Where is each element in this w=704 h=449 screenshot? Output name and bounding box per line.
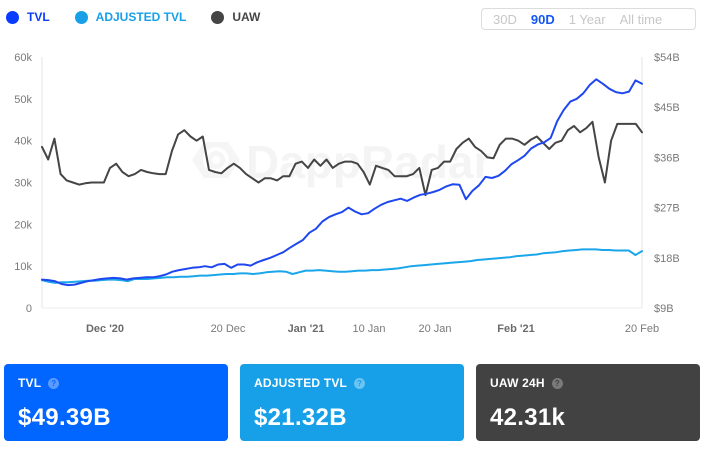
legend-item-adjusted-tvl[interactable]: ADJUSTED TVL <box>74 10 187 24</box>
range-90d-button[interactable]: 90D <box>530 11 555 27</box>
tvl-card-title: TVL <box>18 376 42 390</box>
stat-cards: TVL ? $49.39B ADJUSTED TVL ? $21.32B UAW… <box>4 364 700 441</box>
y-right-tick-label: $36B <box>654 152 680 164</box>
uaw-card-value: 42.31k <box>490 404 566 431</box>
adjusted-tvl-card-title: ADJUSTED TVL <box>254 376 348 390</box>
question-circle-icon[interactable]: ? <box>354 377 366 389</box>
legend-label-tvl: TVL <box>27 10 50 24</box>
x-tick-label: 10 Jan <box>352 323 385 335</box>
y-axis-right-ticks: $9B $18B $27B $36B $45B $54B <box>654 52 680 315</box>
y-left-tick-label: 10k <box>14 261 32 273</box>
uaw-dot-icon <box>211 10 225 24</box>
x-tick-label: Feb '21 <box>497 323 534 335</box>
y-left-tick-label: 30k <box>14 178 32 190</box>
y-left-tick-label: 0 <box>26 303 32 315</box>
uaw-card-title: UAW 24H <box>490 376 545 390</box>
y-right-tick-label: $27B <box>654 203 680 215</box>
series-lines <box>41 78 643 287</box>
series-line-adjusted-tvl <box>41 248 643 284</box>
question-circle-icon[interactable]: ? <box>48 377 60 389</box>
x-tick-label: 20 Jan <box>418 323 451 335</box>
legend-item-tvl[interactable]: TVL <box>6 10 50 24</box>
series-line-tvl <box>41 78 643 287</box>
y-right-tick-label: $9B <box>654 303 674 315</box>
adjusted-tvl-card-value: $21.32B <box>254 404 347 431</box>
legend-item-uaw[interactable]: UAW <box>211 10 260 24</box>
tvl-card-value: $49.39B <box>18 404 111 431</box>
y-left-tick-label: 20k <box>14 219 32 231</box>
series-line-uaw <box>41 120 643 197</box>
y-right-tick-label: $54B <box>654 52 680 64</box>
x-tick-label: Jan '21 <box>288 323 325 335</box>
x-axis-ticks: Dec '20 20 Dec Jan '21 10 Jan 20 Jan Feb '21 2… <box>86 323 659 335</box>
uaw-card: UAW 24H ? 42.31k <box>476 364 700 441</box>
y-left-tick-label: 60k <box>14 52 32 64</box>
range-selector: 30D 90D 1 Year All time <box>481 8 696 30</box>
y-right-tick-label: $18B <box>654 253 680 265</box>
range-30d-button[interactable]: 30D <box>493 11 517 27</box>
x-tick-label: 20 Dec <box>211 323 246 335</box>
question-circle-icon[interactable]: ? <box>551 377 563 389</box>
x-tick-label: 20 Feb <box>625 323 659 335</box>
chart-legend: TVL ADJUSTED TVL UAW <box>6 10 285 24</box>
tvl-card: TVL ? $49.39B <box>4 364 228 441</box>
range-alltime-button[interactable]: All time <box>619 11 663 27</box>
range-1year-button[interactable]: 1 Year <box>568 11 606 27</box>
y-left-tick-label: 50k <box>14 94 32 106</box>
tvl-dot-icon <box>6 10 19 24</box>
legend-label-adjusted-tvl: ADJUSTED TVL <box>95 10 187 24</box>
y-axis-left-ticks: 0 10k 20k 30k 40k 50k 60k <box>14 52 32 315</box>
x-tick-label: Dec '20 <box>86 323 124 335</box>
legend-label-uaw: UAW <box>232 10 261 24</box>
y-left-tick-label: 40k <box>14 136 32 148</box>
adjusted-tvl-dot-icon <box>74 10 88 24</box>
adjusted-tvl-card: ADJUSTED TVL ? $21.32B <box>240 364 464 441</box>
y-right-tick-label: $45B <box>654 102 680 114</box>
